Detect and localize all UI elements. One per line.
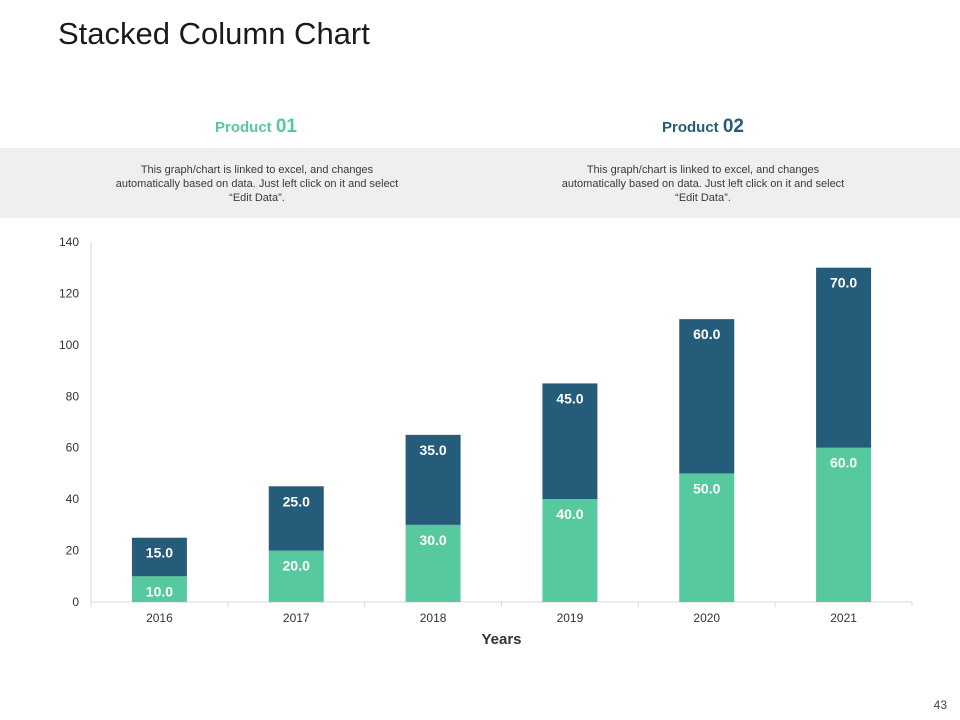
data-label-2016-series-2: 15.0 [146,545,173,561]
data-label-2018-series-1: 30.0 [419,532,446,548]
y-tick-label: 60 [66,441,80,455]
legend-product-01-label: Product [215,119,272,136]
data-label-2019-series-2: 45.0 [556,390,583,406]
legend-product-01-number: 01 [275,116,297,137]
y-tick-label: 0 [72,595,79,609]
x-tick-label: 2019 [557,611,584,625]
data-label-2016-series-1: 10.0 [146,583,173,599]
bar-2016-series-1 [131,576,187,602]
y-tick-label: 140 [59,235,79,249]
data-label-2017-series-2: 25.0 [283,493,310,509]
bar-2020-series-2 [679,319,735,474]
data-label-2017-series-1: 20.0 [283,558,310,574]
bar-2017-series-2 [268,486,324,551]
data-label-2018-series-2: 35.0 [419,442,446,458]
data-label-2020-series-2: 60.0 [693,326,720,342]
y-tick-label: 40 [66,492,80,506]
bar-2019-series-2 [542,383,598,500]
bar-2020-series-1 [679,473,735,602]
x-tick-label: 2017 [283,611,310,625]
legend-product-02-number: 02 [722,116,744,137]
page-number: 43 [933,698,947,712]
bar-2018-series-2 [405,434,461,525]
slide-title: Stacked Column Chart [58,16,370,51]
legend-product-01: Product 01 [106,116,406,138]
data-label-2019-series-1: 40.0 [556,506,583,522]
description-product-01: This graph/chart is linked to excel, and… [115,164,399,204]
bar-2021-series-1 [816,447,872,602]
y-tick-label: 100 [59,338,79,352]
x-tick-label: 2016 [146,611,173,625]
bar-2017-series-1 [268,550,324,602]
bar-2019-series-1 [542,499,598,602]
y-tick-label: 20 [66,544,80,558]
x-tick-label: 2020 [693,611,720,625]
x-axis-title: Years [481,631,521,648]
bar-2018-series-1 [405,524,461,602]
legend-product-02-label: Product [662,119,719,136]
description-band: This graph/chart is linked to excel, and… [0,148,960,218]
y-tick-label: 80 [66,389,80,403]
y-tick-label: 120 [59,286,79,300]
bar-2016-series-2 [131,537,187,577]
data-label-2021-series-2: 70.0 [830,275,857,291]
data-label-2020-series-1: 50.0 [693,480,720,496]
legend-product-02: Product 02 [553,116,853,138]
description-product-02: This graph/chart is linked to excel, and… [561,164,845,204]
bar-2021-series-2 [816,267,872,448]
x-tick-label: 2018 [420,611,447,625]
data-label-2021-series-1: 60.0 [830,455,857,471]
x-tick-label: 2021 [830,611,857,625]
